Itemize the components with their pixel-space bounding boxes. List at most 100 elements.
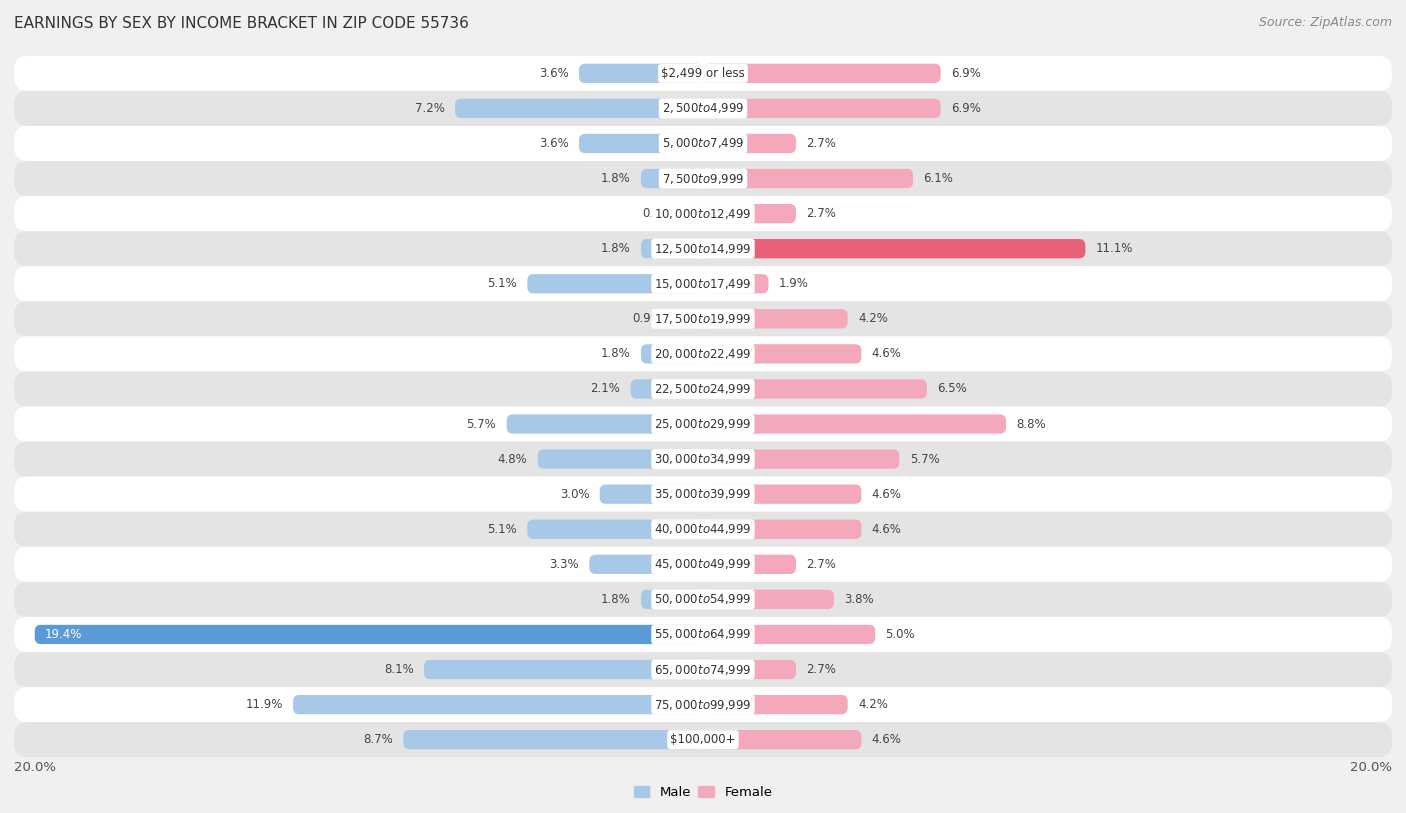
FancyBboxPatch shape [425, 660, 703, 679]
FancyBboxPatch shape [35, 625, 703, 644]
FancyBboxPatch shape [703, 625, 875, 644]
FancyBboxPatch shape [703, 554, 796, 574]
FancyBboxPatch shape [14, 302, 1392, 337]
Text: 8.8%: 8.8% [1017, 418, 1046, 431]
FancyBboxPatch shape [703, 450, 900, 469]
FancyBboxPatch shape [14, 547, 1392, 582]
FancyBboxPatch shape [589, 554, 703, 574]
Text: 2.7%: 2.7% [807, 137, 837, 150]
FancyBboxPatch shape [703, 730, 862, 750]
FancyBboxPatch shape [703, 344, 862, 363]
Text: 6.1%: 6.1% [924, 172, 953, 185]
Text: 4.6%: 4.6% [872, 733, 901, 746]
Text: $17,500 to $19,999: $17,500 to $19,999 [654, 312, 752, 326]
Text: 1.8%: 1.8% [600, 347, 631, 360]
Text: 3.3%: 3.3% [550, 558, 579, 571]
FancyBboxPatch shape [14, 266, 1392, 302]
FancyBboxPatch shape [14, 441, 1392, 476]
Text: 5.7%: 5.7% [910, 453, 939, 466]
Text: 4.2%: 4.2% [858, 312, 887, 325]
Text: 0.6%: 0.6% [643, 207, 672, 220]
Text: 1.8%: 1.8% [600, 242, 631, 255]
Text: $100,000+: $100,000+ [671, 733, 735, 746]
FancyBboxPatch shape [14, 56, 1392, 91]
FancyBboxPatch shape [292, 695, 703, 715]
FancyBboxPatch shape [404, 730, 703, 750]
FancyBboxPatch shape [537, 450, 703, 469]
Text: $5,000 to $7,499: $5,000 to $7,499 [662, 137, 744, 150]
Text: $15,000 to $17,499: $15,000 to $17,499 [654, 276, 752, 291]
Text: 6.9%: 6.9% [950, 67, 981, 80]
Text: 1.9%: 1.9% [779, 277, 808, 290]
FancyBboxPatch shape [703, 589, 834, 609]
FancyBboxPatch shape [703, 309, 848, 328]
FancyBboxPatch shape [703, 98, 941, 118]
FancyBboxPatch shape [527, 274, 703, 293]
Text: EARNINGS BY SEX BY INCOME BRACKET IN ZIP CODE 55736: EARNINGS BY SEX BY INCOME BRACKET IN ZIP… [14, 16, 470, 31]
FancyBboxPatch shape [14, 337, 1392, 372]
Text: 8.1%: 8.1% [384, 663, 413, 676]
FancyBboxPatch shape [703, 485, 862, 504]
Text: Source: ZipAtlas.com: Source: ZipAtlas.com [1258, 16, 1392, 29]
Text: $40,000 to $44,999: $40,000 to $44,999 [654, 522, 752, 537]
FancyBboxPatch shape [14, 91, 1392, 126]
FancyBboxPatch shape [14, 476, 1392, 511]
Text: $45,000 to $49,999: $45,000 to $49,999 [654, 558, 752, 572]
FancyBboxPatch shape [641, 169, 703, 188]
FancyBboxPatch shape [641, 589, 703, 609]
Text: 5.1%: 5.1% [488, 523, 517, 536]
FancyBboxPatch shape [703, 204, 796, 224]
Text: 5.7%: 5.7% [467, 418, 496, 431]
Text: 1.8%: 1.8% [600, 172, 631, 185]
FancyBboxPatch shape [527, 520, 703, 539]
FancyBboxPatch shape [682, 204, 703, 224]
Text: $55,000 to $64,999: $55,000 to $64,999 [654, 628, 752, 641]
Text: 3.6%: 3.6% [538, 67, 568, 80]
Text: 3.0%: 3.0% [560, 488, 589, 501]
FancyBboxPatch shape [14, 617, 1392, 652]
Text: 6.9%: 6.9% [950, 102, 981, 115]
Text: 1.8%: 1.8% [600, 593, 631, 606]
FancyBboxPatch shape [703, 134, 796, 153]
Text: 20.0%: 20.0% [1350, 762, 1392, 775]
Text: $22,500 to $24,999: $22,500 to $24,999 [654, 382, 752, 396]
FancyBboxPatch shape [703, 520, 862, 539]
Text: 19.4%: 19.4% [45, 628, 83, 641]
Text: 11.1%: 11.1% [1095, 242, 1133, 255]
Text: 0.9%: 0.9% [631, 312, 662, 325]
Text: $75,000 to $99,999: $75,000 to $99,999 [654, 698, 752, 711]
Text: $10,000 to $12,499: $10,000 to $12,499 [654, 207, 752, 220]
FancyBboxPatch shape [703, 169, 912, 188]
Text: 8.7%: 8.7% [363, 733, 392, 746]
FancyBboxPatch shape [599, 485, 703, 504]
Text: $35,000 to $39,999: $35,000 to $39,999 [654, 487, 752, 501]
Text: 5.1%: 5.1% [488, 277, 517, 290]
Text: $50,000 to $54,999: $50,000 to $54,999 [654, 593, 752, 606]
Text: $30,000 to $34,999: $30,000 to $34,999 [654, 452, 752, 466]
FancyBboxPatch shape [703, 239, 1085, 259]
Text: $25,000 to $29,999: $25,000 to $29,999 [654, 417, 752, 431]
FancyBboxPatch shape [579, 134, 703, 153]
FancyBboxPatch shape [703, 415, 1007, 433]
FancyBboxPatch shape [672, 309, 703, 328]
FancyBboxPatch shape [703, 380, 927, 398]
Text: 7.2%: 7.2% [415, 102, 444, 115]
Text: 2.1%: 2.1% [591, 382, 620, 395]
FancyBboxPatch shape [641, 239, 703, 259]
Text: 2.7%: 2.7% [807, 558, 837, 571]
FancyBboxPatch shape [579, 63, 703, 83]
FancyBboxPatch shape [14, 372, 1392, 406]
FancyBboxPatch shape [14, 196, 1392, 231]
Text: $2,499 or less: $2,499 or less [661, 67, 745, 80]
FancyBboxPatch shape [14, 652, 1392, 687]
FancyBboxPatch shape [14, 231, 1392, 266]
Text: 5.0%: 5.0% [886, 628, 915, 641]
FancyBboxPatch shape [631, 380, 703, 398]
Text: 4.6%: 4.6% [872, 488, 901, 501]
Text: 11.9%: 11.9% [246, 698, 283, 711]
FancyBboxPatch shape [14, 406, 1392, 441]
Text: $65,000 to $74,999: $65,000 to $74,999 [654, 663, 752, 676]
FancyBboxPatch shape [703, 660, 796, 679]
FancyBboxPatch shape [703, 274, 769, 293]
Text: $2,500 to $4,999: $2,500 to $4,999 [662, 102, 744, 115]
